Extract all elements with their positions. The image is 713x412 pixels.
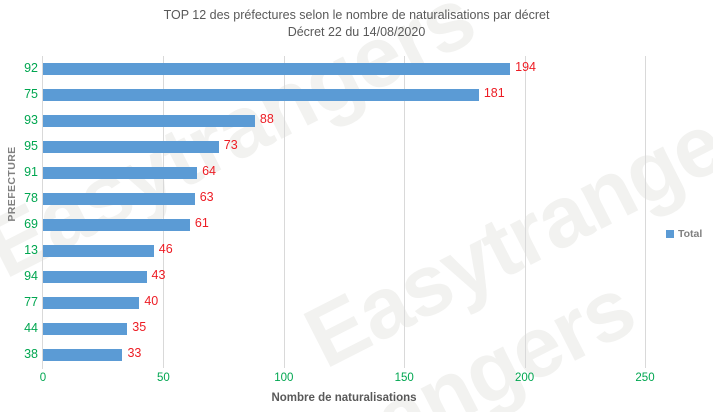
bar-row: 181 [43,82,645,108]
gridline [645,56,646,368]
bar[interactable] [43,141,219,153]
bar[interactable] [43,167,198,179]
bar[interactable] [43,245,154,257]
bar-value-label: 61 [194,216,209,230]
y-axis-tick-label: 91 [24,165,38,179]
x-axis-tick-label: 0 [39,372,47,384]
gridline [163,56,165,368]
bar-row: 63 [43,186,645,212]
y-axis-tick-label: 77 [24,295,38,309]
x-axis-tick-label: 250 [635,372,655,384]
gridline [524,56,526,368]
bar-value-label: 88 [259,112,274,126]
bar[interactable] [43,89,479,101]
chart-title: TOP 12 des préfectures selon le nombre d… [163,8,550,22]
bar-value-label: 33 [127,346,142,360]
y-axis-tick-label: 38 [24,347,38,361]
x-axis-tick-label: 150 [394,372,414,384]
bar-row: 73 [43,134,645,160]
bar-row: 64 [43,160,645,186]
bar[interactable] [43,63,511,75]
bar-row: 46 [43,238,645,264]
bar-value-label: 73 [223,138,238,152]
bar-row: 194 [43,56,645,82]
x-axis-tick-label: 200 [515,372,535,384]
y-axis-tick-label: 93 [24,113,38,127]
bar[interactable] [43,115,255,127]
x-axis-title: Nombre de naturalisations [271,392,417,404]
y-axis-tick-label: 94 [24,269,38,283]
bar-row: 35 [43,316,645,342]
bar[interactable] [43,297,140,309]
y-axis-line [42,56,43,369]
x-axis-tick-labels: 0 50 100 150 200 250 [0,372,713,388]
y-axis-tick-labels: 92 75 93 95 91 78 69 13 94 77 44 38 [0,56,38,368]
legend-swatch-icon [666,230,674,238]
y-axis-tick-label: 78 [24,191,38,205]
bar-value-label: 35 [132,320,147,334]
bar-row: 40 [43,290,645,316]
y-axis-tick-label: 95 [24,139,38,153]
bar-row: 61 [43,212,645,238]
plot-area: 194 181 88 73 64 63 61 46 43 40 35 33 [43,56,646,368]
x-axis-tick-label: 100 [274,372,294,384]
chart-legend: Total [666,228,702,240]
gridline [404,56,406,368]
x-axis-tick-label: 50 [156,372,170,384]
bar[interactable] [43,193,195,205]
bar[interactable] [43,271,147,283]
gridline [283,56,285,368]
y-axis-tick-label: 69 [24,217,38,231]
bar-row: 88 [43,108,645,134]
legend-label[interactable]: Total [678,228,703,240]
y-axis-tick-label: 13 [24,243,38,257]
bar-value-label: 181 [483,86,505,100]
y-axis-tick-label: 44 [24,321,38,335]
bar-value-label: 40 [144,294,159,308]
y-axis-title: PREFECTURE [6,146,18,222]
bar-value-label: 46 [158,242,173,256]
bar-value-label: 63 [199,190,214,204]
bar-value-label: 194 [515,60,536,74]
bar-value-label: 64 [202,164,217,178]
bar[interactable] [43,323,128,335]
bar[interactable] [43,349,123,361]
bar-value-label: 43 [151,268,166,282]
bar-row: 33 [43,342,645,368]
bar[interactable] [43,219,190,231]
chart-subtitle: Décret 22 du 14/08/2020 [287,25,426,39]
y-axis-tick-label: 75 [24,87,38,101]
bar-row: 43 [43,264,645,290]
y-axis-tick-label: 92 [24,61,38,75]
